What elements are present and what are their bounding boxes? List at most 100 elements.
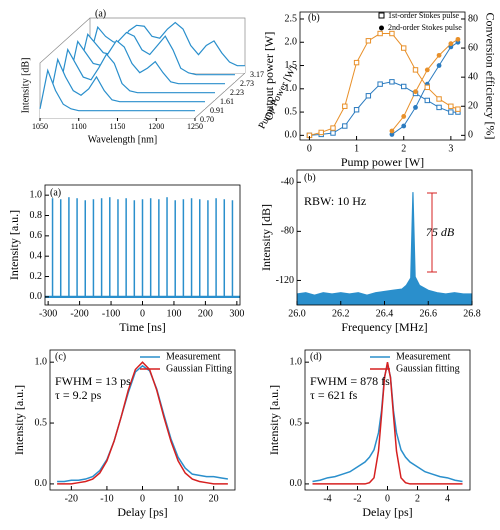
plot-frame [299,11,466,141]
marker [413,105,418,110]
x-tick-label: -2 [353,493,361,504]
marker [330,130,336,136]
y-tick-label: 1.0 [35,356,48,367]
legend-label: Measurement [166,351,221,362]
legend-marker [379,25,384,31]
y-axis-label: Intensity [a.u.] [267,385,281,455]
x-tick-label: -300 [39,308,57,319]
x-tick-label: 0 [140,308,145,319]
marker [448,109,454,115]
marker [377,30,383,37]
y-tick-label: 0.8 [30,210,43,221]
marker [342,123,348,129]
x-tick-label: 1 [354,143,359,154]
marker [401,83,407,90]
x-tick-label: 2 [401,143,406,154]
x-tick-label: -4 [323,493,331,504]
y-tick-label: 0.0 [285,130,298,141]
y2-tick-label: 60 [468,42,478,53]
marker [424,84,430,91]
x-tick-label: 26.6 [420,308,438,319]
y-tick-label: 0.5 [290,417,303,428]
annotation: τ = 9.2 ps [55,388,102,402]
spectrum [297,192,472,296]
marker [401,123,407,129]
y-axis-label: Intensity [dB] [20,58,31,114]
x-tick-label: 1100 [71,122,87,131]
bracket [427,192,437,273]
marker [389,30,395,37]
x-tick-label: 20 [209,493,219,504]
y-tick-label: 0.0 [35,478,48,489]
panel-label: (a) [50,187,61,198]
y-tick-label: 0.6 [30,230,43,241]
annotation: τ = 621 fs [310,388,358,402]
x-axis-label: Pump power [W] [341,155,424,169]
spectrum-fill [297,192,472,305]
spectrum [49,57,205,103]
x-tick-label: -10 [100,493,113,504]
x-tick-label: 26.2 [332,308,350,319]
marker [455,36,461,42]
marker [342,103,348,109]
plot-area [309,33,459,136]
legend-label: Measurement [396,351,451,362]
y-tick-label: 0.5 [35,417,48,428]
plot-area [45,197,240,298]
y2-tick-label: 40 [468,71,478,82]
y-axis-label: Intensity [a.u.] [12,385,26,455]
legend-label: 1st-order Stokes pulse [388,11,460,20]
y-tick-label: 1.0 [30,189,43,200]
marker [389,79,395,85]
marker [413,89,418,95]
x-tick-label: 300 [229,308,244,319]
x-tick-label: 0 [140,493,145,504]
x-axis-label: Delay [ps] [362,505,412,519]
x-tick-label: 1150 [110,122,126,131]
y-tick-label: 0.2 [30,271,43,282]
panel-label: (b) [304,172,316,183]
marker [455,106,461,112]
legend-label: Gaussian fitting [396,363,460,374]
legend-label: Gaussian Fitting [166,363,232,374]
x-tick-label: 1200 [148,122,164,131]
x-tick-label: 100 [166,308,181,319]
x-tick-label: -200 [70,308,88,319]
legend-marker [378,12,385,19]
x-tick-label: -100 [102,308,120,319]
y-tick-label: 0.4 [30,250,43,261]
legend-label: 2nd-order Stokes pulse [388,23,462,32]
y-tick-label: -80 [281,226,294,237]
pump-tick-label: 2.73 [240,79,254,88]
marker [436,104,442,111]
pump-tick-label: 3.17 [250,70,264,79]
y-tick-label: 0.0 [30,291,43,302]
x-tick-label: 1250 [187,122,203,131]
y-tick-label: 1.5 [285,60,298,71]
marker [318,129,324,136]
series-line [57,361,228,485]
annotation: 75 dB [426,225,455,239]
series-line [57,364,229,483]
marker [448,41,454,47]
annotation: FWHM = 878 fs [310,374,390,388]
x-tick-label: 1050 [32,122,48,131]
marker [365,93,372,99]
x-tick-label: 200 [198,308,213,319]
marker [353,107,360,113]
x-axis-label: Time [ns] [119,320,166,334]
panel-label: (a) [95,8,106,19]
x-tick-label: -20 [65,493,78,504]
marker [365,38,372,44]
marker [436,52,442,58]
panel-label: (d) [310,351,322,362]
pump-tick-label: 0.70 [200,115,214,124]
marker [448,103,454,109]
y-tick-label: 0.0 [290,478,303,489]
x-tick-label: 10 [173,493,183,504]
x-tick-label: 26.4 [376,308,394,319]
spectrum [39,68,195,112]
spectrum [79,31,235,76]
series-line [312,362,463,485]
spectrum [59,47,215,94]
